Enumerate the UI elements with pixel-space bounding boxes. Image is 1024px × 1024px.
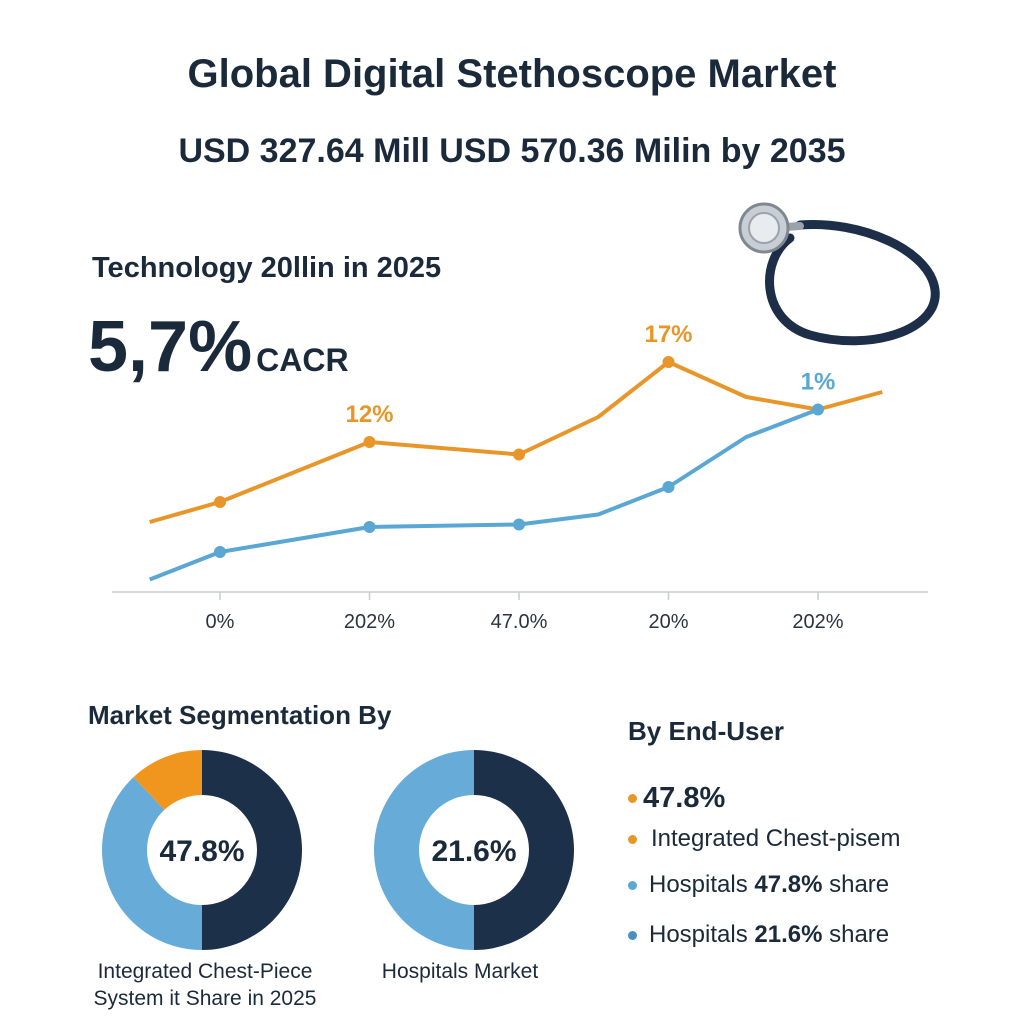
donut-slice <box>202 750 302 950</box>
data-point-blue <box>662 481 675 493</box>
x-tick-label: 20% <box>648 611 688 633</box>
bullet-icon <box>628 930 637 940</box>
legend-text: Integrated Chest-pisem <box>651 825 901 852</box>
stethoscope-icon <box>738 202 940 346</box>
donut-center-value: 21.6% <box>431 835 516 868</box>
data-point-orange <box>214 496 226 508</box>
donut-label-line: Integrated Chest-Piece <box>97 960 313 983</box>
legend-text: share <box>822 921 890 948</box>
legend-value: 47.8% <box>643 781 726 814</box>
data-point-orange <box>662 356 675 368</box>
series-line-blue <box>149 407 819 582</box>
donut-slice <box>474 750 574 950</box>
data-label: 12% <box>345 401 393 428</box>
growth-line-chart: 0% 202% 47.0% 20% 202% 12% 17% 1% <box>112 202 940 633</box>
donut-slice <box>133 750 202 810</box>
legend-text: Hospitals <box>649 921 755 948</box>
data-point-blue <box>812 403 824 416</box>
market-size-subtitle: USD 327.64 Mill USD 570.36 Milin by 2035 <box>178 132 846 170</box>
donut-label-hospitals: Hospitals Market <box>381 960 539 983</box>
x-tick-label: 202% <box>344 611 395 633</box>
legend-value: 47.8% <box>754 871 823 898</box>
bullet-icon <box>628 793 637 803</box>
data-point-orange <box>363 436 376 448</box>
data-label: 1% <box>801 369 836 396</box>
donut-chart-hospitals: 21.6% <box>374 750 574 950</box>
end-user-title: By End-User <box>628 716 785 746</box>
donut-label-line: System it Share in 2025 <box>93 987 317 1010</box>
x-tick-label: 202% <box>792 611 843 633</box>
data-label: 17% <box>644 321 692 348</box>
bullet-icon <box>628 834 637 844</box>
x-tick-label: 0% <box>206 611 235 633</box>
donut-center-value: 47.8% <box>159 835 244 868</box>
donut-slice <box>102 777 202 950</box>
legend-item: Hospitals 47.8% share <box>628 860 900 910</box>
legend-text: Hospitals <box>649 871 755 898</box>
legend-item: Hospitals 21.6% share <box>628 910 900 960</box>
donut-chart-chest-piece: 47.8% <box>102 750 302 950</box>
donut-label-chest-piece: Integrated Chest-Piece System it Share i… <box>60 958 350 1012</box>
technology-heading: Technology 20llin in 2025 <box>92 252 442 284</box>
data-point-blue <box>513 518 525 531</box>
cagr-readout: 5,7% CACR <box>88 306 349 388</box>
data-point-blue <box>363 521 376 533</box>
cagr-value: 5,7% <box>88 307 253 387</box>
x-tick-label: 47.0% <box>491 611 548 633</box>
donut-slice <box>374 750 474 950</box>
segmentation-title: Market Segmentation By <box>88 700 392 730</box>
cagr-label: CACR <box>256 342 349 378</box>
page-title: Global Digital Stethoscope Market <box>187 52 837 96</box>
legend-item: Integrated Chest-pisem <box>628 818 900 860</box>
data-point-orange <box>513 448 525 461</box>
legend-text: share <box>822 871 890 898</box>
data-point-blue <box>214 546 226 558</box>
legend-item: 47.8% <box>628 778 900 818</box>
bullet-icon <box>628 880 637 890</box>
series-line-orange <box>149 360 883 524</box>
end-user-legend: 47.8% Integrated Chest-pisem Hospitals 4… <box>628 778 900 960</box>
legend-value: 21.6% <box>754 921 823 948</box>
